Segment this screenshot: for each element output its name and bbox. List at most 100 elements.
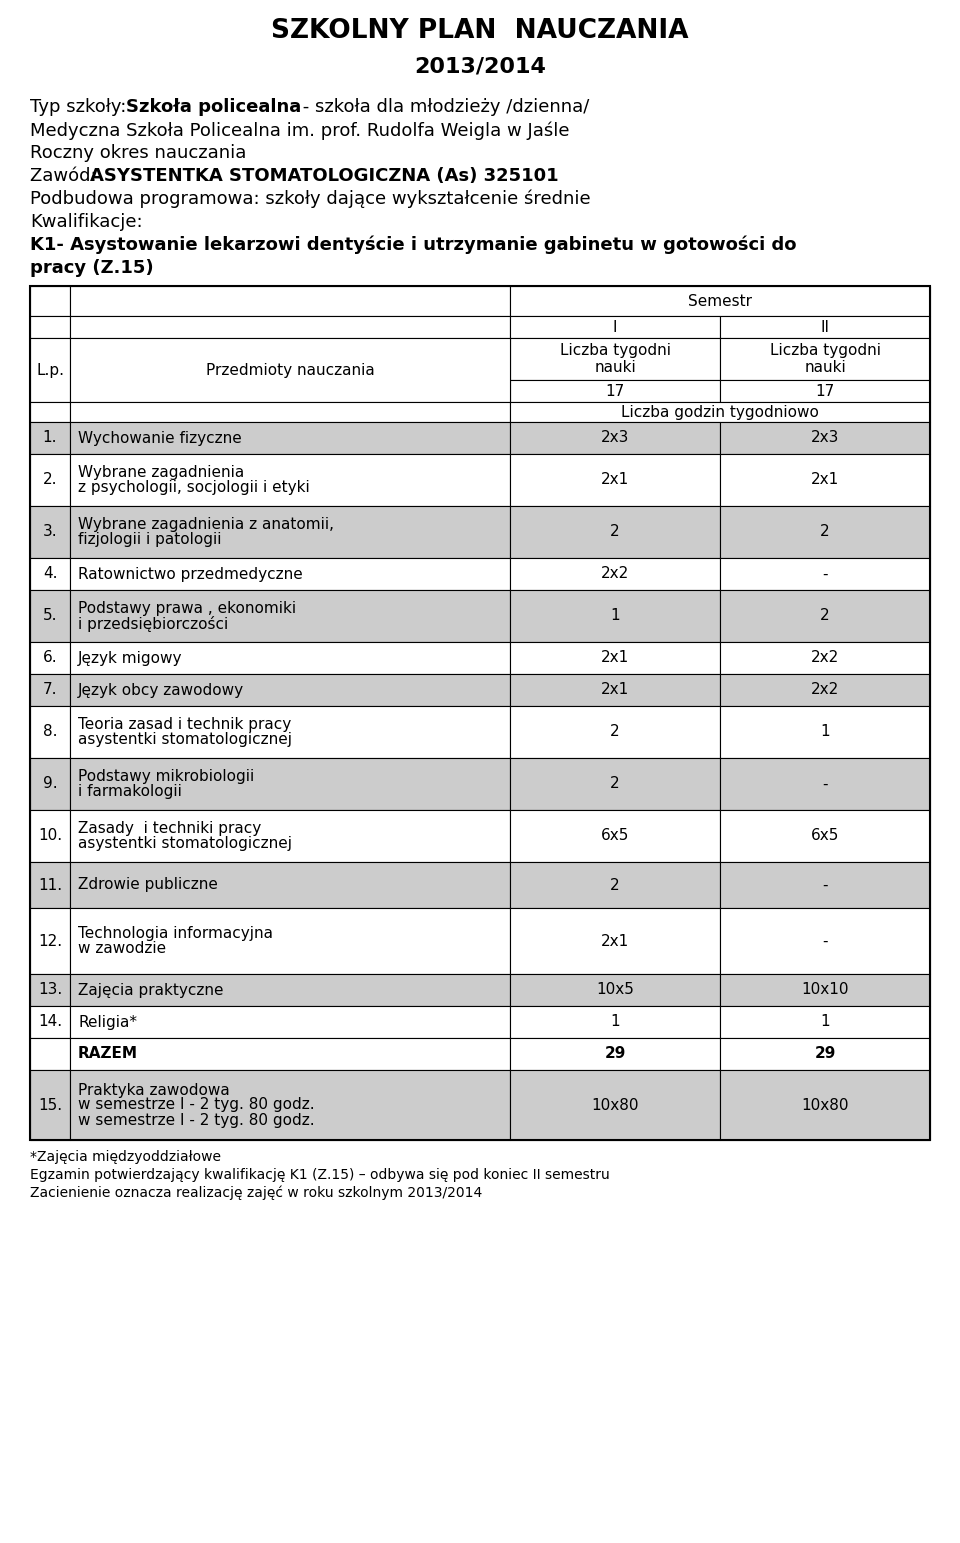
Text: SZKOLNY PLAN  NAUCZANIA: SZKOLNY PLAN NAUCZANIA [272, 19, 688, 45]
Text: Wychowanie fizyczne: Wychowanie fizyczne [78, 430, 242, 446]
Text: 6x5: 6x5 [811, 829, 839, 844]
Bar [70, 589, 510, 642]
Bar [510, 810, 720, 863]
Bar [70, 974, 510, 1006]
Bar [30, 758, 70, 810]
Text: Wybrane zagadnienia z anatomii,: Wybrane zagadnienia z anatomii, [78, 517, 334, 532]
Text: 2x1: 2x1 [601, 472, 629, 488]
Text: -: - [823, 776, 828, 792]
Text: 7.: 7. [43, 682, 58, 697]
Text: 2013/2014: 2013/2014 [414, 56, 546, 76]
Text: 2x3: 2x3 [811, 430, 839, 446]
Bar [720, 810, 930, 863]
Text: 10x10: 10x10 [802, 983, 849, 997]
Text: Technologia informacyjna: Technologia informacyjna [78, 926, 273, 941]
Text: 17: 17 [606, 384, 625, 398]
Bar [70, 316, 510, 338]
Bar [720, 863, 930, 907]
Bar [70, 421, 510, 454]
Text: Wybrane zagadnienia: Wybrane zagadnienia [78, 464, 244, 480]
Bar [30, 674, 70, 707]
Text: 4.: 4. [43, 566, 58, 582]
Text: Kwalifikacje:: Kwalifikacje: [30, 213, 143, 231]
Bar [720, 674, 930, 707]
Text: II: II [821, 319, 829, 335]
Bar [720, 421, 930, 454]
Bar [30, 285, 930, 1140]
Text: 10x80: 10x80 [591, 1097, 638, 1113]
Text: 10x80: 10x80 [802, 1097, 849, 1113]
Bar [720, 1038, 930, 1069]
Bar [510, 863, 720, 907]
Text: 12.: 12. [38, 934, 62, 949]
Bar [510, 589, 720, 642]
Text: 8.: 8. [43, 725, 58, 739]
Text: Ratownictwo przedmedyczne: Ratownictwo przedmedyczne [78, 566, 302, 582]
Bar [720, 974, 930, 1006]
Bar [70, 454, 510, 506]
Text: Podstawy mikrobiologii: Podstawy mikrobiologii [78, 768, 254, 784]
Bar [720, 338, 930, 380]
Text: 2: 2 [820, 608, 829, 623]
Bar [70, 907, 510, 974]
Text: Przedmioty nauczania: Przedmioty nauczania [205, 363, 374, 378]
Bar [720, 1069, 930, 1140]
Bar [70, 1006, 510, 1038]
Text: Zawód:: Zawód: [30, 167, 103, 185]
Text: 17: 17 [815, 384, 834, 398]
Bar [30, 421, 70, 454]
Bar [30, 506, 70, 559]
Bar [30, 707, 70, 758]
Bar [720, 380, 930, 403]
Bar [510, 316, 720, 338]
Bar [30, 974, 70, 1006]
Text: Język obcy zawodowy: Język obcy zawodowy [78, 682, 244, 697]
Bar [30, 907, 70, 974]
Text: 2x2: 2x2 [601, 566, 629, 582]
Text: Język migowy: Język migowy [78, 651, 182, 665]
Text: Zacienienie oznacza realizację zajęć w roku szkolnym 2013/2014: Zacienienie oznacza realizację zajęć w r… [30, 1187, 482, 1200]
Bar [70, 338, 510, 403]
Text: L.p.: L.p. [36, 363, 64, 378]
Text: Liczba tygodni
nauki: Liczba tygodni nauki [770, 343, 880, 375]
Text: 1: 1 [820, 725, 829, 739]
Text: 6.: 6. [42, 651, 58, 665]
Text: asystentki stomatologicznej: asystentki stomatologicznej [78, 836, 292, 852]
Bar [720, 1006, 930, 1038]
Bar [70, 403, 510, 421]
Text: z psychologii, socjologii i etyki: z psychologii, socjologii i etyki [78, 480, 310, 495]
Text: -: - [823, 566, 828, 582]
Bar [720, 559, 930, 589]
Text: 2x1: 2x1 [811, 472, 839, 488]
Text: 6x5: 6x5 [601, 829, 629, 844]
Text: Medyczna Szkoła Policealna im. prof. Rudolfa Weigla w Jaśle: Medyczna Szkoła Policealna im. prof. Rud… [30, 120, 569, 139]
Text: Typ szkoły:: Typ szkoły: [30, 99, 132, 116]
Bar [720, 642, 930, 674]
Bar [720, 758, 930, 810]
Text: asystentki stomatologicznej: asystentki stomatologicznej [78, 731, 292, 747]
Text: 29: 29 [604, 1046, 626, 1062]
Text: 2x1: 2x1 [601, 651, 629, 665]
Bar [70, 1038, 510, 1069]
Bar [510, 1038, 720, 1069]
Text: 1: 1 [611, 608, 620, 623]
Text: pracy (Z.15): pracy (Z.15) [30, 259, 154, 278]
Text: i farmakologii: i farmakologii [78, 784, 181, 799]
Bar [510, 674, 720, 707]
Text: - szkoła dla młodzieży /dzienna/: - szkoła dla młodzieży /dzienna/ [297, 99, 589, 116]
Bar [30, 403, 70, 421]
Text: 2.: 2. [43, 472, 58, 488]
Text: K1- Asystowanie lekarzowi dentyście i utrzymanie gabinetu w gotowości do: K1- Asystowanie lekarzowi dentyście i ut… [30, 236, 797, 255]
Bar [720, 589, 930, 642]
Text: 2x1: 2x1 [601, 682, 629, 697]
Text: 2x1: 2x1 [601, 934, 629, 949]
Text: Egzamin potwierdzający kwalifikację K1 (Z.15) – odbywa się pod koniec II semestr: Egzamin potwierdzający kwalifikację K1 (… [30, 1168, 610, 1182]
Text: Liczba godzin tygodniowo: Liczba godzin tygodniowo [621, 404, 819, 420]
Text: 2: 2 [611, 776, 620, 792]
Bar [510, 454, 720, 506]
Text: w semestrze I - 2 tyg. 80 godz.: w semestrze I - 2 tyg. 80 godz. [78, 1097, 315, 1113]
Text: 11.: 11. [38, 878, 62, 892]
Bar [70, 1069, 510, 1140]
Bar [510, 506, 720, 559]
Bar [70, 506, 510, 559]
